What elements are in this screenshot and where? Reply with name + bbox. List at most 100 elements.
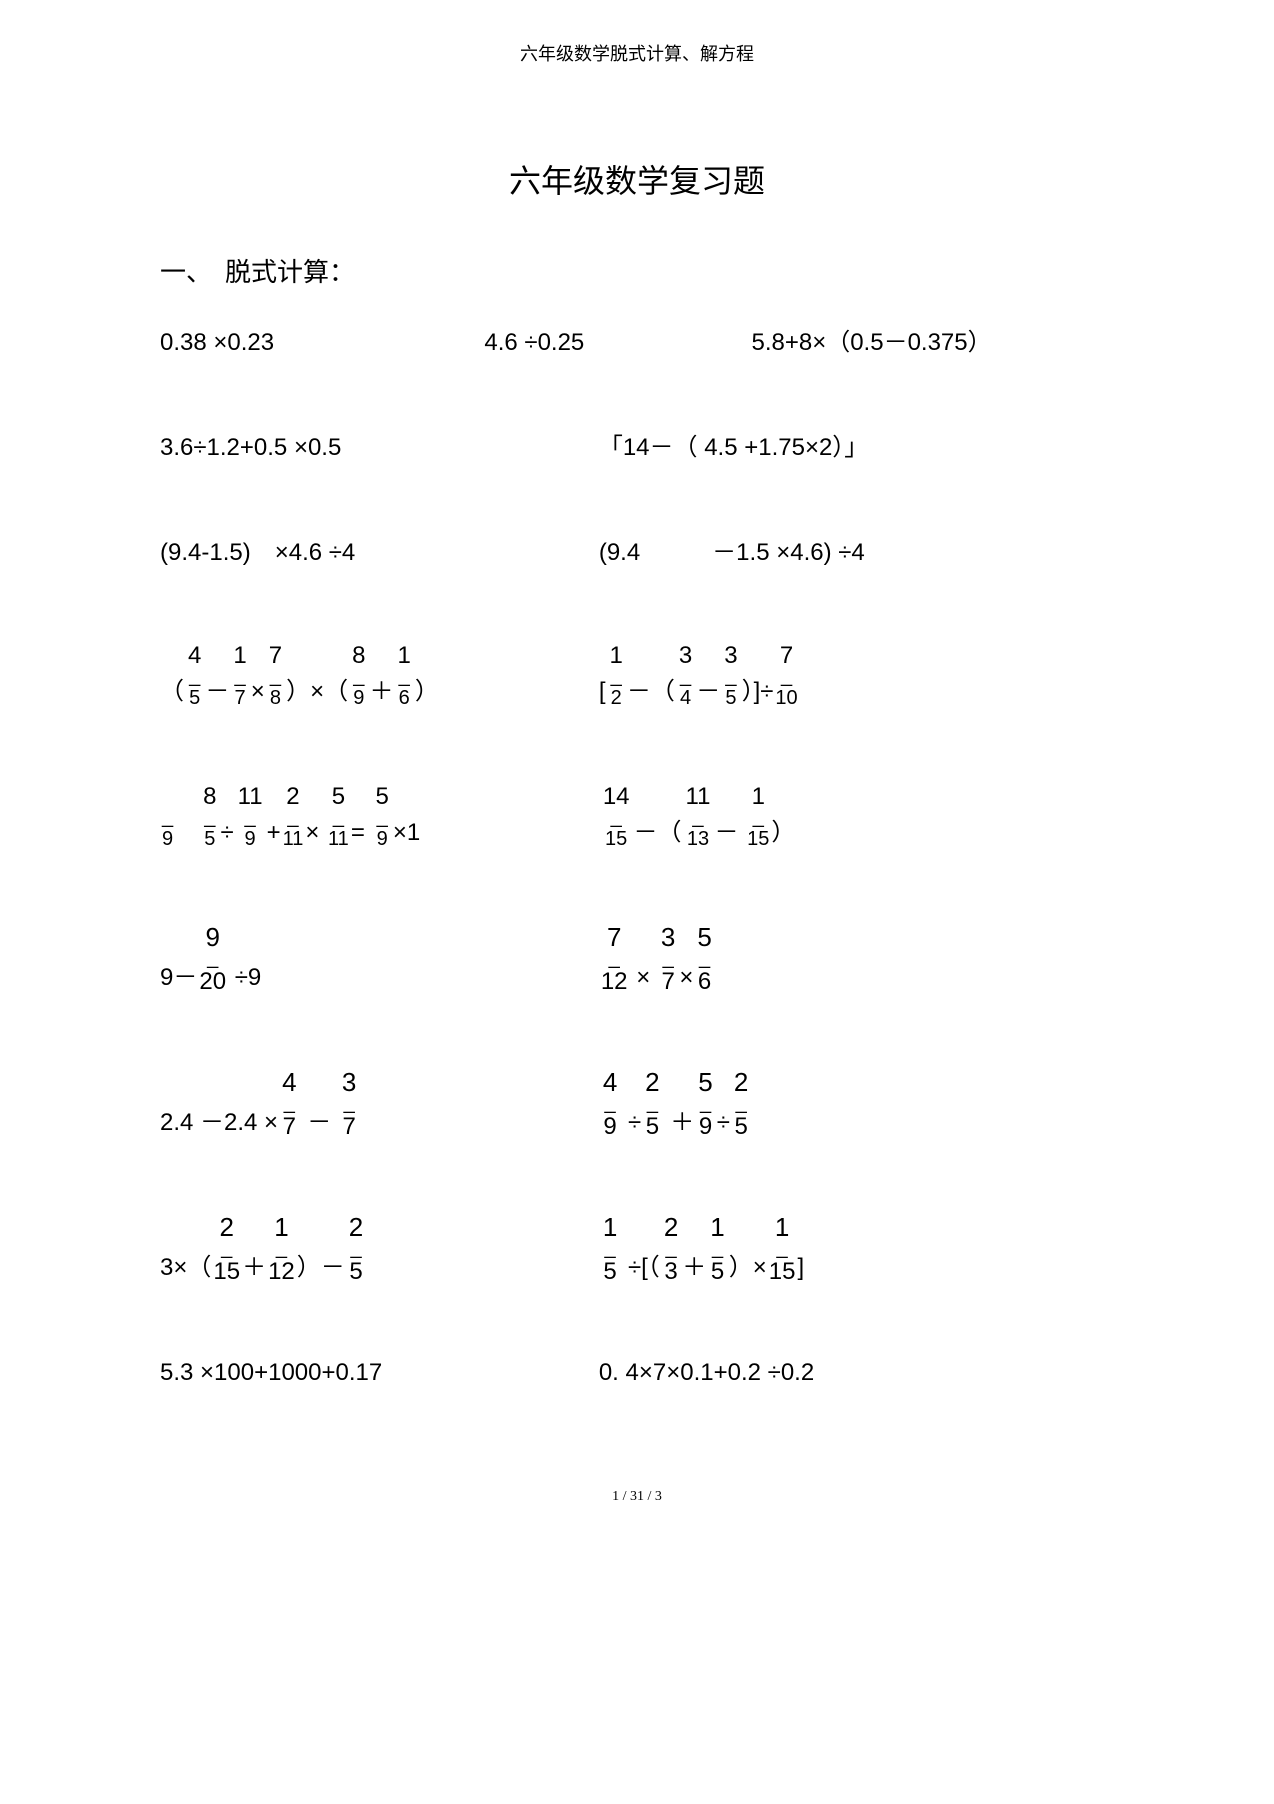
fraction: 7_12 xyxy=(601,924,628,994)
fraction-bar: _ xyxy=(333,811,344,823)
fraction-denominator: 11 xyxy=(328,823,349,849)
fraction-bar: _ xyxy=(399,670,410,682)
problem-cell: 9－9_20 ÷9 xyxy=(160,924,599,994)
math-expression: （4_5－1_7×7_8）×（8_9＋1_6） xyxy=(160,644,439,708)
fraction-bar: _ xyxy=(270,670,281,682)
problem-cell: 「14－（ 4.5 +1.75×2）」 xyxy=(599,434,1114,464)
fraction: 2_15 xyxy=(213,1214,240,1284)
fraction: 2_5 xyxy=(347,1214,365,1284)
problem-cell: _9 8_5÷11_9+2_11× 5_11= 5_9×1 xyxy=(160,785,599,849)
fraction: 1_6 xyxy=(395,644,412,708)
expr-text: ＋ xyxy=(369,680,393,708)
expr-text: ）× xyxy=(729,1256,767,1284)
problem-cell: 3×（2_15＋1_12）－2_5 xyxy=(160,1214,599,1284)
fraction-denominator: 5 xyxy=(734,1109,747,1139)
fraction: 5_9 xyxy=(696,1069,714,1139)
fraction-bar: _ xyxy=(700,1097,711,1109)
expr-text: ÷ xyxy=(717,1111,730,1139)
fraction-denominator: 9 xyxy=(699,1109,712,1139)
fraction-bar: _ xyxy=(736,1097,747,1109)
expr-text: 2.4 －2.4 × xyxy=(160,1111,278,1139)
fraction: 7_8 xyxy=(267,644,284,708)
expr-text: －（ xyxy=(634,821,682,849)
expr-text: (9.4 －1.5 ×4.6) ÷4 xyxy=(599,541,865,569)
math-expression: 0. 4×7×0.1+0.2 ÷0.2 xyxy=(599,1361,814,1389)
problem-row: 3.6÷1.2+0.5 ×0.5「14－（ 4.5 +1.75×2）」 xyxy=(160,434,1114,464)
fraction-bar: _ xyxy=(712,1242,723,1254)
problem-cell: （4_5－1_7×7_8）×（8_9＋1_6） xyxy=(160,644,599,708)
expr-text: (9.4-1.5) ×4.6 ÷4 xyxy=(160,541,355,569)
fraction-bar: _ xyxy=(344,1097,355,1109)
fraction-denominator: 5 xyxy=(189,682,200,708)
math-expression: (9.4-1.5) ×4.6 ÷4 xyxy=(160,541,355,569)
math-expression: 「14－（ 4.5 +1.75×2）」 xyxy=(599,436,868,464)
fraction: 4_5 xyxy=(186,644,203,708)
fraction-bar: _ xyxy=(699,952,710,964)
expr-text: ÷ xyxy=(220,821,233,849)
fraction-bar: _ xyxy=(189,670,200,682)
math-expression: [1_2－（3_4－3_5）]÷7_10 xyxy=(599,644,800,708)
fraction-bar: _ xyxy=(204,811,215,823)
fraction: 1_15 xyxy=(769,1214,796,1284)
fraction-denominator: 15 xyxy=(747,823,769,849)
math-expression: 4_9 ÷2_5 ＋5_9÷2_5 xyxy=(599,1069,753,1139)
fraction: 11_13 xyxy=(684,785,713,849)
expr-text: + xyxy=(267,821,281,849)
fraction-denominator: 7 xyxy=(661,964,674,994)
fraction-denominator: 9 xyxy=(162,823,173,849)
problem-row: _9 8_5÷11_9+2_11× 5_11= 5_9×114_15－（11_1… xyxy=(160,783,1114,849)
problem-cell: 4_9 ÷2_5 ＋5_9÷2_5 xyxy=(599,1069,1114,1139)
problem-cell: 0.38 ×0.23 xyxy=(160,329,484,359)
fraction: _9 xyxy=(162,809,173,849)
fraction-denominator: 4 xyxy=(680,682,691,708)
problem-cell: 1_5 ÷[（2_3＋1_5）×1_15] xyxy=(599,1214,1114,1284)
expr-text: ÷[（ xyxy=(621,1256,660,1284)
fraction: 3_7 xyxy=(659,924,677,994)
problem-cell: 5.3 ×100+1000+0.17 xyxy=(160,1359,599,1389)
fraction-bar: _ xyxy=(611,811,622,823)
fraction-bar: _ xyxy=(680,670,691,682)
fraction-denominator: 9 xyxy=(603,1109,616,1139)
fraction: 3_7 xyxy=(340,1069,358,1139)
fraction-bar: _ xyxy=(353,670,364,682)
math-expression: (9.4 －1.5 ×4.6) ÷4 xyxy=(599,541,865,569)
problem-row: (9.4-1.5) ×4.6 ÷4 (9.4 －1.5 ×4.6) ÷4 xyxy=(160,539,1114,569)
fraction-bar: _ xyxy=(665,1242,676,1254)
fraction-denominator: 15 xyxy=(213,1254,240,1284)
expr-text: － xyxy=(714,821,745,849)
fraction: 4_7 xyxy=(280,1069,298,1139)
fraction: 11_9 xyxy=(236,785,265,849)
fraction-bar: _ xyxy=(753,811,764,823)
expr-text: × xyxy=(630,966,657,994)
math-expression: _9 8_5÷11_9+2_11× 5_11= 5_9×1 xyxy=(160,785,420,849)
fraction-denominator: 5 xyxy=(204,823,215,849)
fraction-bar: _ xyxy=(234,670,245,682)
fraction-denominator: 5 xyxy=(711,1254,724,1284)
fraction-denominator: 12 xyxy=(601,964,628,994)
fraction-denominator: 2 xyxy=(611,682,622,708)
problem-cell: (9.4 －1.5 ×4.6) ÷4 xyxy=(599,539,1114,569)
fraction: 1_5 xyxy=(708,1214,726,1284)
fraction-bar: _ xyxy=(609,952,620,964)
math-expression: 3×（2_15＋1_12）－2_5 xyxy=(160,1214,367,1284)
fraction: 1_12 xyxy=(268,1214,295,1284)
fraction: 4_9 xyxy=(601,1069,619,1139)
problem-cell: 0. 4×7×0.1+0.2 ÷0.2 xyxy=(599,1359,1114,1389)
expr-text: ＋ xyxy=(682,1256,706,1284)
expr-text: 5.3 ×100+1000+0.17 xyxy=(160,1361,382,1389)
fraction: 9_20 xyxy=(199,924,226,994)
fraction-denominator: 9 xyxy=(245,823,256,849)
problem-cell: [1_2－（3_4－3_5）]÷7_10 xyxy=(599,644,1114,708)
expr-text: ） xyxy=(771,821,795,849)
fraction-denominator: 20 xyxy=(199,964,226,994)
problem-cell: 5.8+8×（0.5－0.375） xyxy=(751,329,1114,359)
expr-text: －（ xyxy=(627,680,675,708)
problem-row: 5.3 ×100+1000+0.17 0. 4×7×0.1+0.2 ÷0.2 xyxy=(160,1359,1114,1389)
math-expression: 5.8+8×（0.5－0.375） xyxy=(751,331,991,359)
fraction-denominator: 5 xyxy=(603,1254,616,1284)
fraction-denominator: 9 xyxy=(353,682,364,708)
problem-row: 0.38 ×0.234.6 ÷0.255.8+8×（0.5－0.375） xyxy=(160,329,1114,359)
math-expression: 1_5 ÷[（2_3＋1_5）×1_15] xyxy=(599,1214,804,1284)
expr-text: 3×（ xyxy=(160,1256,211,1284)
fraction-denominator: 15 xyxy=(605,823,627,849)
